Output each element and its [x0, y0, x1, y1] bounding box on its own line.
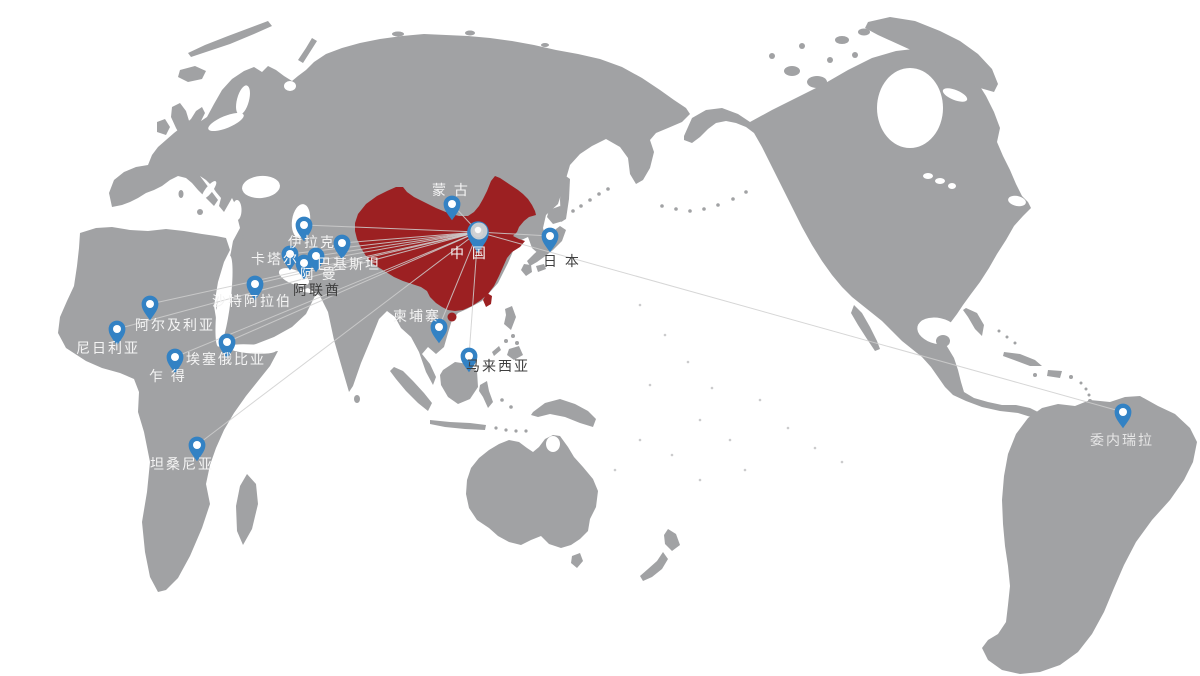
china-mainland: [355, 176, 536, 311]
label-uae: 阿联酋: [293, 282, 341, 298]
label-pakistan: 巴基斯坦: [317, 256, 381, 272]
route-malaysia: [468, 231, 479, 357]
south-america-landmass: [982, 396, 1197, 674]
arctic-island: [348, 49, 356, 55]
label-mongolia: 蒙 古: [432, 182, 470, 198]
land-patches: [936, 308, 984, 347]
red-sea: [215, 255, 233, 347]
shikoku-island: [536, 264, 546, 272]
svalbard-island: [188, 21, 272, 57]
africa-landmass: [58, 227, 278, 592]
aegean-sea: [232, 200, 242, 220]
label-iraq: 伊拉克: [288, 234, 336, 250]
black-sea: [242, 175, 280, 199]
luzon-island: [504, 306, 516, 330]
sardinia-island: [178, 190, 184, 198]
madagascar-island: [236, 474, 258, 545]
arctic-island: [327, 54, 337, 60]
palawan-island: [492, 346, 501, 356]
philippine-island: [504, 339, 508, 343]
great-lakes: [923, 173, 956, 189]
baltic-sea: [208, 112, 244, 132]
gulf-of-bothnia: [236, 85, 250, 115]
tasmania-island: [571, 553, 583, 568]
label-china: 中 国: [450, 245, 488, 261]
caribbean-islands: [997, 329, 1092, 403]
lesser-sunda-islands: [494, 398, 528, 433]
seas-layer: [201, 68, 1026, 452]
label-cambodia: 柬埔寨: [393, 308, 441, 324]
baja-california-peninsula: [851, 305, 880, 351]
hainan-island: [447, 312, 457, 322]
route-japan: [477, 231, 551, 237]
yucatan-peninsula: [936, 335, 950, 347]
australia-landmass: [466, 435, 598, 548]
label-nigeria: 尼日利亚: [76, 340, 140, 356]
mindanao-island: [507, 346, 523, 360]
new-guinea-island: [531, 399, 596, 427]
gulf-of-aden: [228, 344, 276, 354]
label-malaysia: 马来西亚: [466, 358, 530, 374]
route-iraq: [303, 224, 479, 233]
greenland-landmass: [865, 17, 998, 92]
crete-island: [244, 219, 250, 225]
philippine-island: [511, 334, 515, 338]
sri-lanka-island: [354, 395, 360, 403]
gulf-of-st-lawrence: [1008, 195, 1026, 207]
route-cambodia: [438, 231, 479, 328]
aleutian-islands: [660, 190, 748, 213]
arctic-island: [541, 43, 549, 47]
hudson-bay: [877, 68, 943, 148]
new-zealand-south-island: [640, 552, 668, 581]
label-algeria: 阿尔及利亚: [135, 317, 215, 333]
arctic-island: [392, 31, 404, 37]
hudson-strait: [942, 88, 968, 102]
pins-layer: [108, 195, 1132, 462]
florida-peninsula: [963, 308, 984, 336]
great-britain-island: [171, 103, 196, 140]
ireland-island: [157, 119, 170, 135]
hokkaido-island: [547, 206, 567, 224]
china-highlight: [355, 176, 536, 322]
borneo-island: [440, 362, 478, 404]
north-america-landmass: [684, 48, 1040, 418]
label-qatar: 卡塔尔: [251, 251, 299, 267]
label-saudi-arabia: 沙特阿拉伯: [212, 293, 292, 309]
route-ethiopia: [226, 231, 479, 343]
kyushu-island: [521, 264, 532, 276]
arctic-island: [465, 30, 475, 36]
route-pakistan: [341, 231, 479, 244]
route-venezuela: [477, 231, 1124, 413]
route-tanzania: [196, 231, 479, 446]
philippine-island: [515, 341, 519, 345]
kuril-islands: [571, 187, 610, 213]
label-chad: 乍 得: [149, 368, 187, 384]
sumatra-island: [390, 367, 432, 411]
cyprus-island: [241, 235, 245, 239]
label-japan: 日 本: [543, 253, 581, 269]
label-tanzania: 坦桑尼亚: [150, 456, 214, 472]
route-uae: [303, 231, 479, 264]
sulawesi-island: [479, 381, 493, 408]
label-venezuela: 委内瑞拉: [1090, 432, 1154, 448]
label-ethiopia: 埃塞俄比亚: [186, 351, 266, 367]
white-sea: [284, 81, 296, 91]
new-zealand-north-island: [664, 529, 680, 551]
iceland-island: [178, 66, 206, 82]
persian-gulf: [278, 268, 310, 286]
gulf-of-carpentaria: [546, 436, 560, 452]
java-island: [430, 420, 486, 430]
label-oman: 阿 曼: [300, 266, 338, 282]
novaya-zemlya-island: [298, 38, 317, 63]
taiwan-island: [483, 293, 492, 307]
adriatic-sea: [201, 181, 217, 199]
pacific-islets: [613, 303, 844, 482]
route-nigeria: [116, 231, 479, 330]
hub-disc-center: [474, 226, 482, 234]
sicily-island: [197, 209, 203, 215]
